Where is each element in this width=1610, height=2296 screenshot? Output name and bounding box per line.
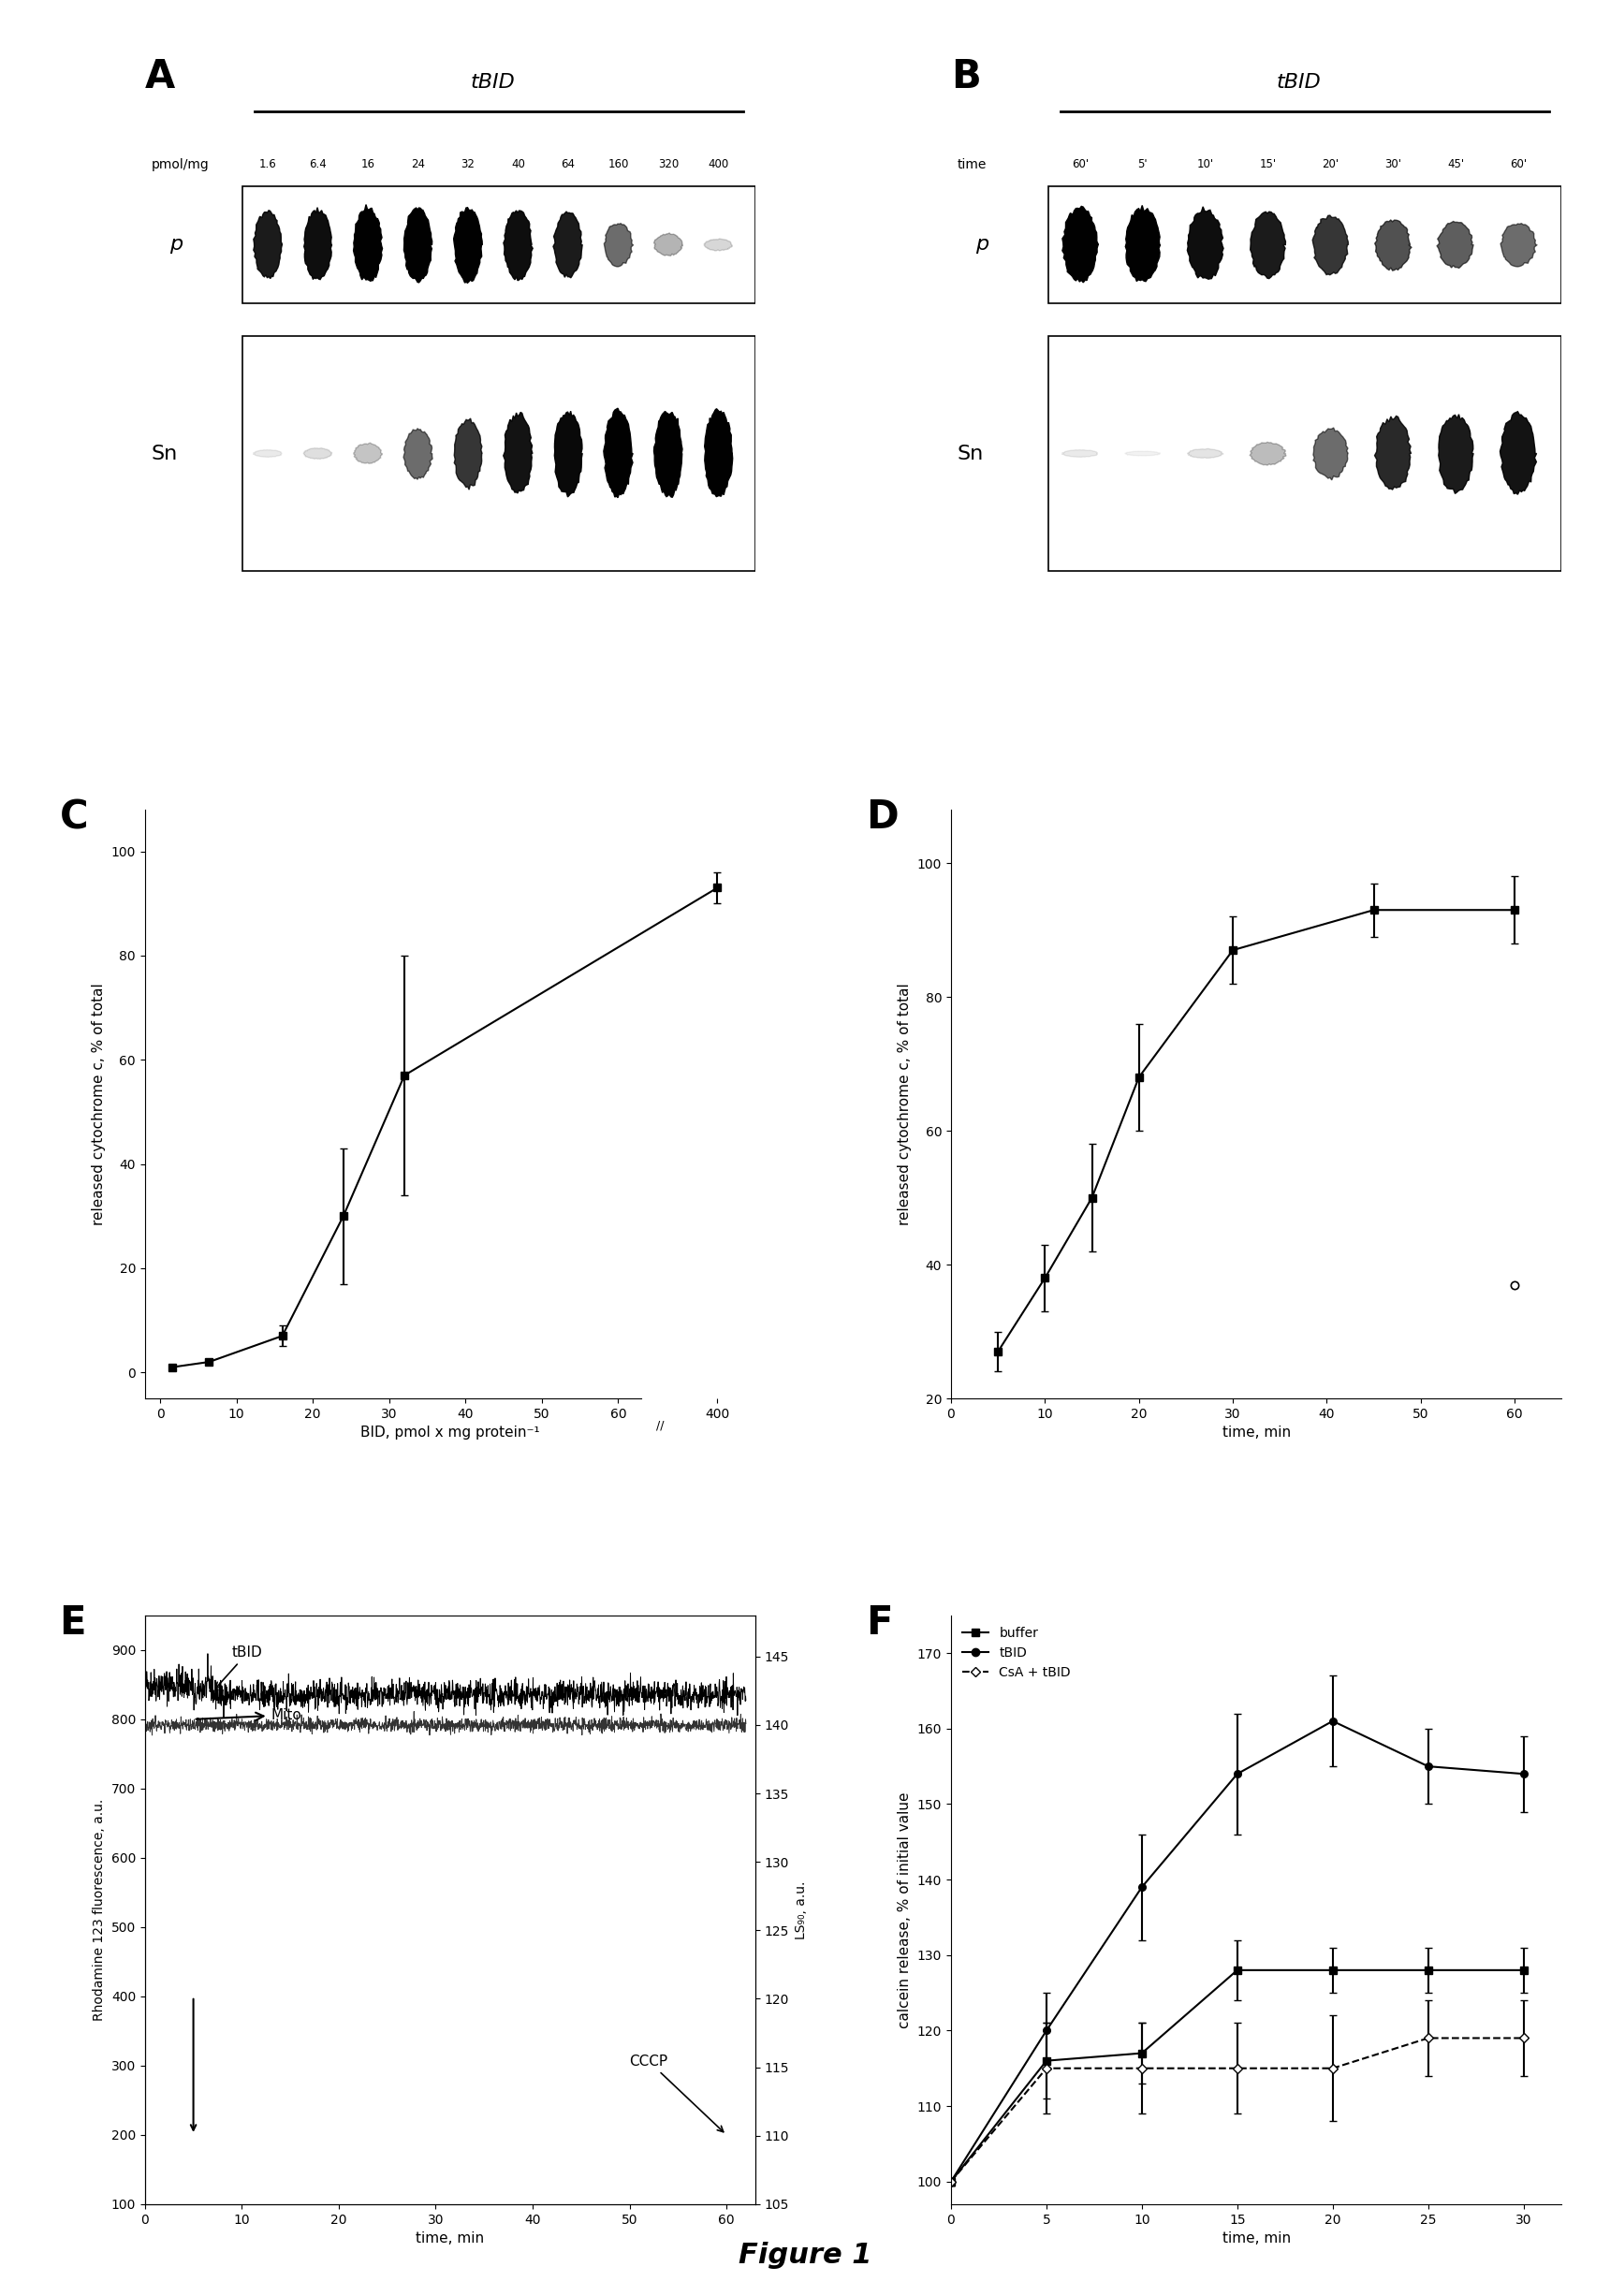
Polygon shape xyxy=(1249,443,1286,466)
Polygon shape xyxy=(554,411,583,496)
Polygon shape xyxy=(354,443,382,464)
X-axis label: time, min: time, min xyxy=(1222,2232,1291,2245)
Polygon shape xyxy=(354,204,383,280)
Y-axis label: released cytochrome c, % of total: released cytochrome c, % of total xyxy=(92,983,106,1226)
Text: A: A xyxy=(145,57,175,96)
FancyBboxPatch shape xyxy=(243,186,755,303)
Polygon shape xyxy=(404,429,433,480)
Text: CCCP: CCCP xyxy=(630,2055,723,2133)
Text: p: p xyxy=(976,236,989,255)
Text: 40: 40 xyxy=(510,158,525,170)
Text: Sn: Sn xyxy=(956,443,984,464)
Text: 16: 16 xyxy=(361,158,375,170)
Polygon shape xyxy=(554,211,583,278)
Text: tBID: tBID xyxy=(216,1646,262,1688)
Polygon shape xyxy=(1375,416,1410,489)
Text: 20': 20' xyxy=(1322,158,1340,170)
Text: 6.4: 6.4 xyxy=(309,158,327,170)
Y-axis label: released cytochrome c, % of total: released cytochrome c, % of total xyxy=(898,983,911,1226)
Polygon shape xyxy=(253,211,282,278)
Polygon shape xyxy=(253,450,282,457)
Text: 10': 10' xyxy=(1196,158,1214,170)
Y-axis label: LS₉₀, a.u.: LS₉₀, a.u. xyxy=(795,1880,808,1938)
Polygon shape xyxy=(304,207,332,280)
X-axis label: time, min: time, min xyxy=(415,2232,485,2245)
FancyBboxPatch shape xyxy=(1048,186,1562,303)
Polygon shape xyxy=(604,409,633,498)
Legend: buffer, tBID, CsA + tBID: buffer, tBID, CsA + tBID xyxy=(958,1621,1075,1685)
Text: D: D xyxy=(866,797,898,838)
Text: 1.6: 1.6 xyxy=(259,158,277,170)
Text: E: E xyxy=(60,1603,85,1644)
X-axis label: BID, pmol x mg protein⁻¹: BID, pmol x mg protein⁻¹ xyxy=(361,1426,539,1440)
Text: 400: 400 xyxy=(708,158,729,170)
Text: 45': 45' xyxy=(1447,158,1463,170)
Polygon shape xyxy=(1251,211,1286,278)
Text: 64: 64 xyxy=(562,158,575,170)
Polygon shape xyxy=(504,413,533,494)
Polygon shape xyxy=(1375,220,1412,271)
Polygon shape xyxy=(504,211,533,280)
Polygon shape xyxy=(404,209,431,282)
Y-axis label: Rhodamine 123 fluorescence, a.u.: Rhodamine 123 fluorescence, a.u. xyxy=(93,1798,106,2020)
Polygon shape xyxy=(654,234,683,255)
Text: C: C xyxy=(60,797,89,838)
Text: B: B xyxy=(952,57,980,96)
Text: time: time xyxy=(956,158,987,170)
Polygon shape xyxy=(704,239,733,250)
Text: 160: 160 xyxy=(607,158,628,170)
Polygon shape xyxy=(1314,427,1348,480)
Polygon shape xyxy=(1187,207,1224,280)
Text: Mito: Mito xyxy=(196,1708,301,1722)
Text: 15': 15' xyxy=(1259,158,1277,170)
Polygon shape xyxy=(304,448,332,459)
Polygon shape xyxy=(454,418,481,489)
Text: F: F xyxy=(866,1603,892,1644)
Text: p: p xyxy=(169,236,182,255)
Polygon shape xyxy=(1438,220,1473,269)
Text: 5': 5' xyxy=(1138,158,1148,170)
Text: tBID: tBID xyxy=(1277,73,1322,92)
Polygon shape xyxy=(1125,204,1161,282)
Text: Figure 1: Figure 1 xyxy=(739,2241,871,2268)
X-axis label: time, min: time, min xyxy=(1222,1426,1291,1440)
Text: pmol/mg: pmol/mg xyxy=(151,158,209,170)
Text: 24: 24 xyxy=(411,158,425,170)
Polygon shape xyxy=(1501,223,1538,266)
Polygon shape xyxy=(1188,448,1224,459)
Text: 30': 30' xyxy=(1385,158,1401,170)
Text: //: // xyxy=(657,1419,665,1430)
Polygon shape xyxy=(1501,411,1536,494)
FancyBboxPatch shape xyxy=(1048,335,1562,572)
Y-axis label: calcein release, % of initial value: calcein release, % of initial value xyxy=(898,1791,911,2027)
Polygon shape xyxy=(454,207,483,282)
Polygon shape xyxy=(705,409,733,496)
Text: 60': 60' xyxy=(1072,158,1088,170)
Text: Sn: Sn xyxy=(151,443,177,464)
FancyBboxPatch shape xyxy=(243,335,755,572)
Polygon shape xyxy=(604,223,633,266)
Text: 60': 60' xyxy=(1510,158,1526,170)
Polygon shape xyxy=(1061,450,1098,457)
Polygon shape xyxy=(1063,207,1098,282)
Polygon shape xyxy=(1438,413,1473,494)
Polygon shape xyxy=(654,411,683,498)
Polygon shape xyxy=(1312,216,1348,276)
Text: 320: 320 xyxy=(658,158,679,170)
Text: tBID: tBID xyxy=(470,73,515,92)
Polygon shape xyxy=(1125,452,1161,457)
Text: 32: 32 xyxy=(460,158,475,170)
